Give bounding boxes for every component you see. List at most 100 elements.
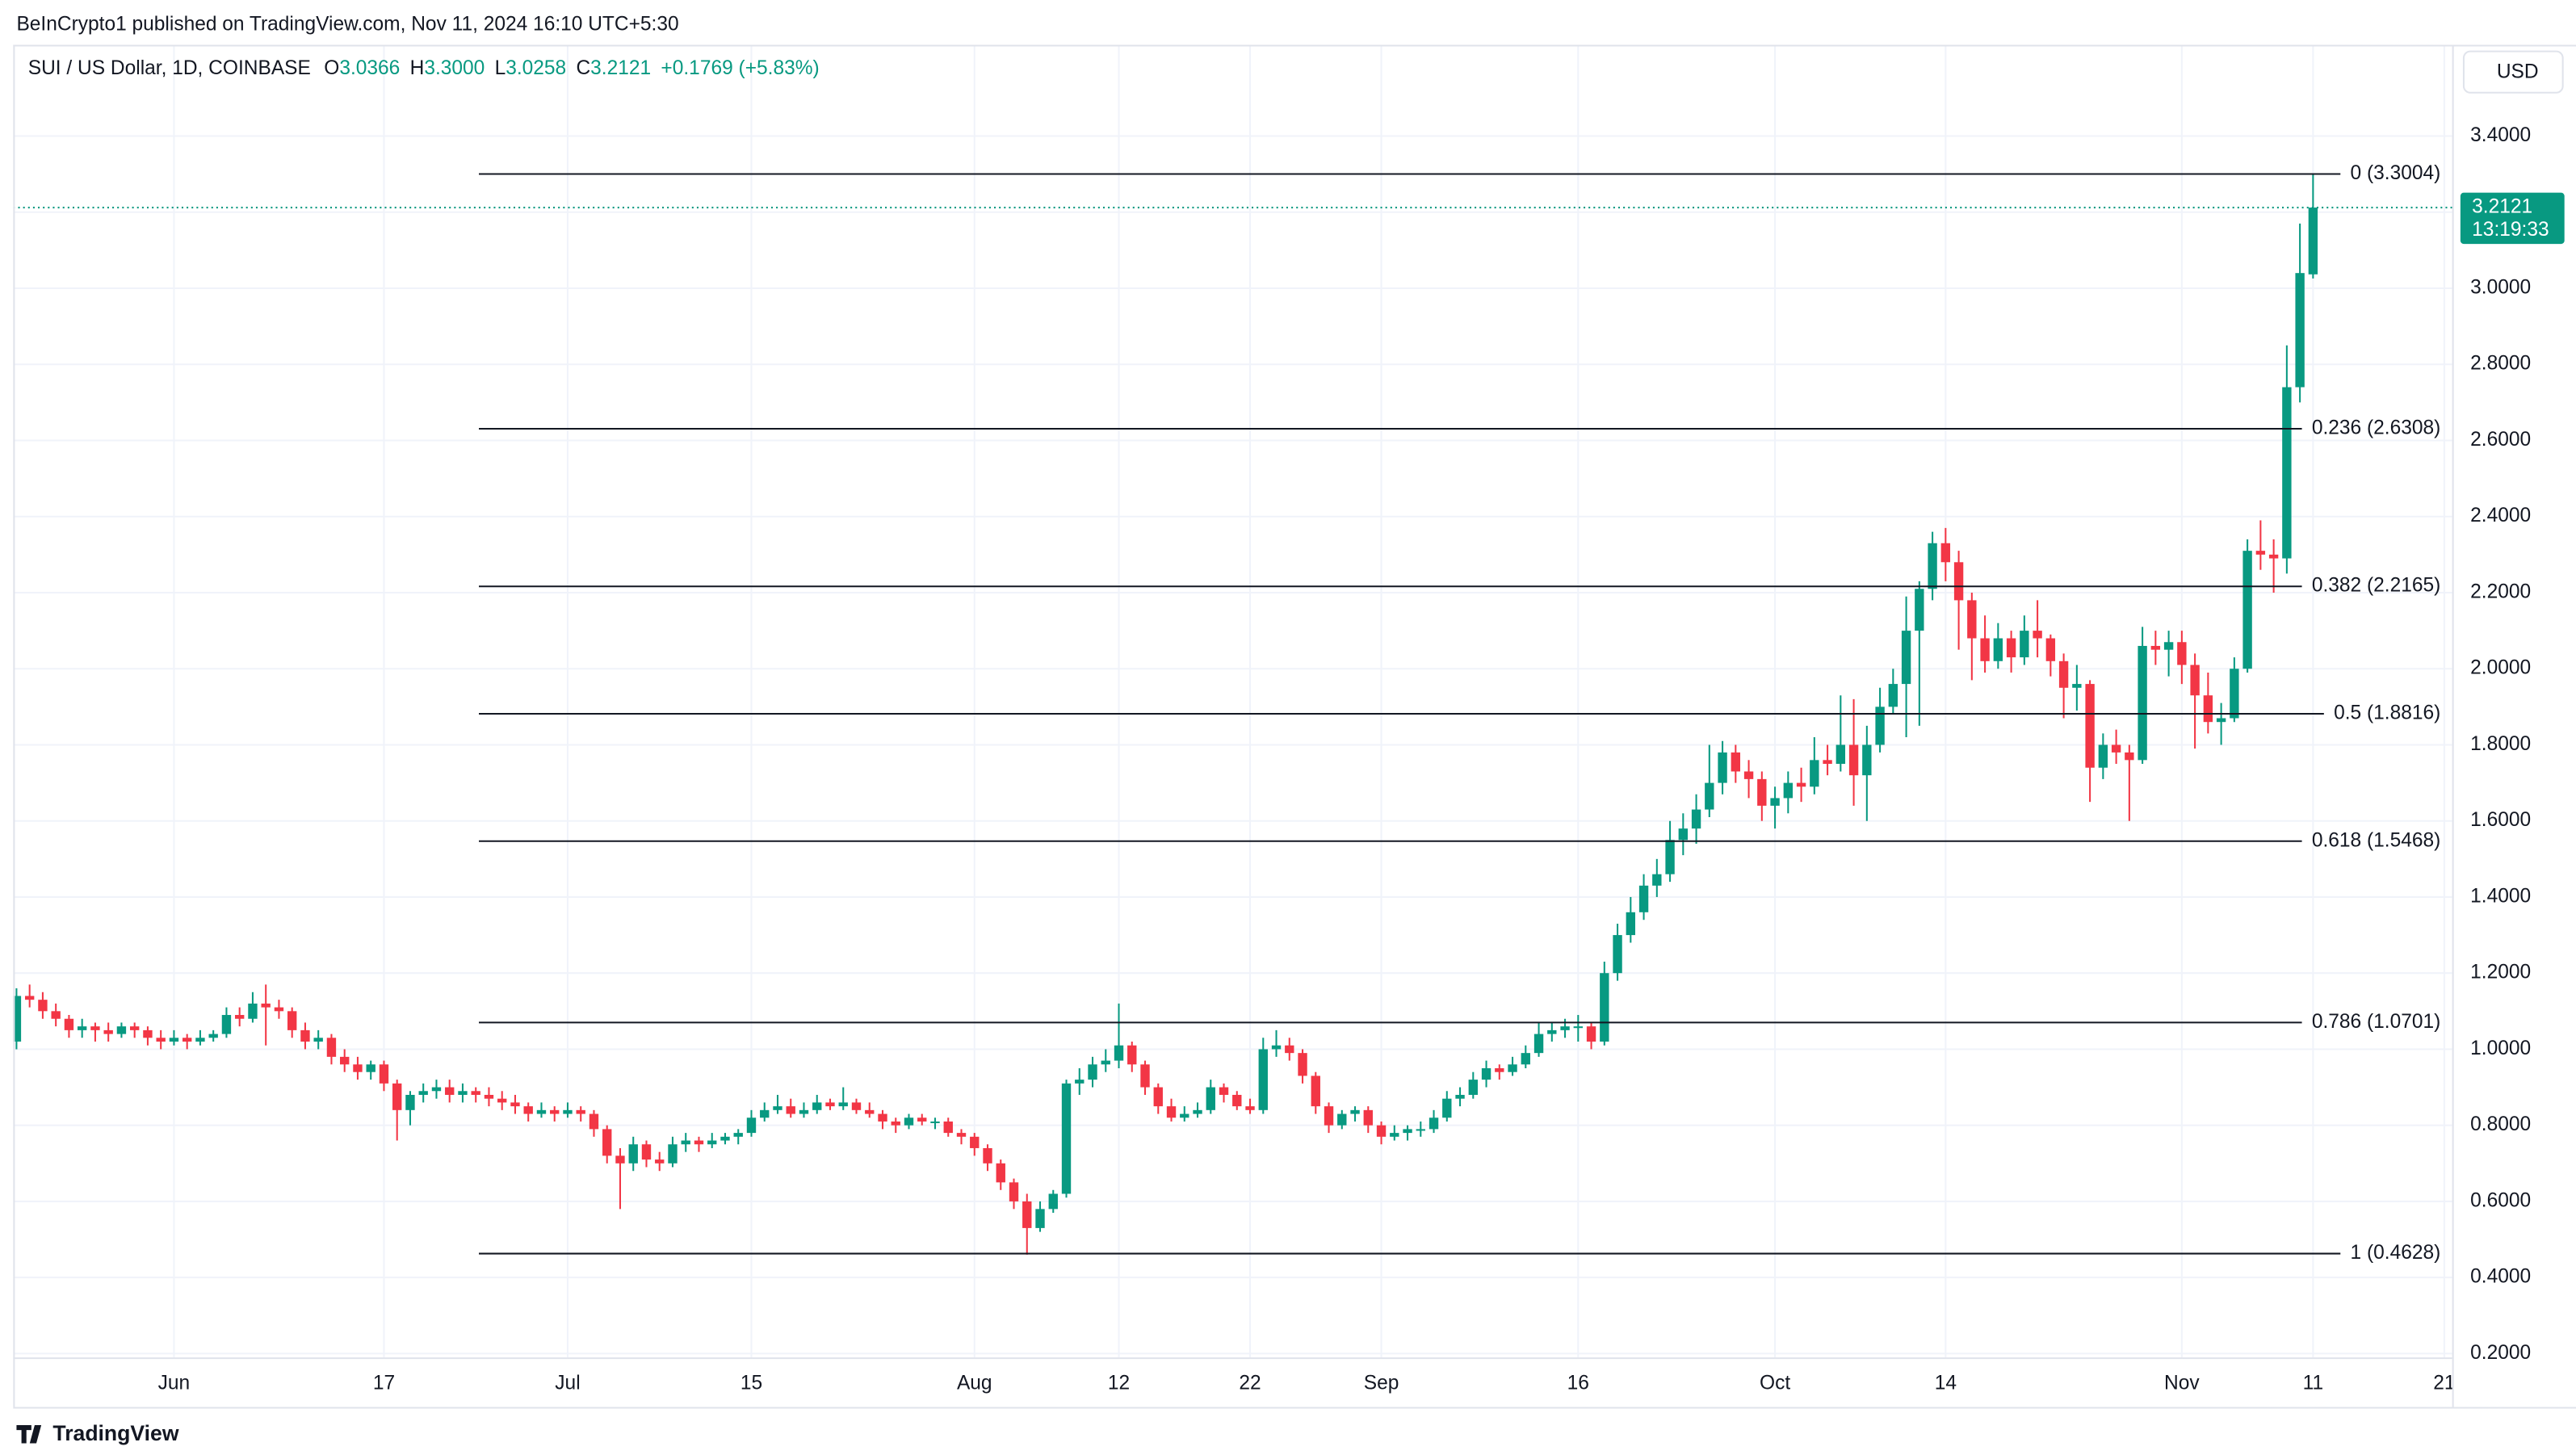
currency-button[interactable]: [2462, 50, 2564, 94]
x-tick-label: 21: [2433, 1372, 2455, 1394]
candle-body: [156, 1038, 166, 1042]
candle-body: [90, 1026, 100, 1030]
candle-body: [1245, 1106, 1255, 1110]
candle-body: [681, 1140, 690, 1145]
candle-body: [589, 1113, 599, 1130]
candle-body: [563, 1109, 573, 1114]
fib-label: 0 (3.3004): [2351, 162, 2441, 184]
candle-body: [1743, 771, 1754, 779]
candle-body: [1626, 912, 1636, 936]
candle-body: [300, 1029, 310, 1042]
candle-body: [169, 1038, 179, 1042]
candle-body: [1153, 1087, 1163, 1107]
candle-body: [1862, 744, 1872, 776]
candle-body: [51, 1011, 61, 1019]
candle-body: [851, 1102, 862, 1110]
candle-body: [1140, 1064, 1150, 1088]
candle-body: [103, 1029, 113, 1034]
candle-body: [1495, 1067, 1504, 1072]
candle-body: [1416, 1129, 1425, 1131]
candle-body: [313, 1038, 323, 1042]
candle-body: [1665, 840, 1675, 874]
logo-shape: [16, 1424, 42, 1444]
candle-body: [2190, 665, 2200, 696]
candle-body: [2255, 551, 2266, 555]
candle-body: [1783, 782, 1794, 799]
candle-body: [1586, 1026, 1596, 1042]
candle-body: [116, 1026, 127, 1034]
candle-body: [405, 1094, 415, 1110]
x-tick-label: 16: [1567, 1372, 1589, 1394]
candle-body: [340, 1056, 350, 1065]
candle-body: [1928, 543, 1937, 589]
candle-body: [1533, 1034, 1544, 1054]
candle-body: [1613, 935, 1622, 974]
candle-body: [1915, 589, 1924, 631]
candle-body: [1796, 782, 1806, 787]
price-tag: [2460, 192, 2565, 245]
y-tick-label: 2.4000: [2470, 505, 2531, 526]
candle-body: [1337, 1113, 1347, 1126]
candle-body: [2072, 684, 2082, 688]
candle-body: [2045, 638, 2056, 661]
candle-body: [1757, 778, 1767, 806]
candle-body: [655, 1159, 665, 1164]
candle-body: [1901, 631, 1911, 685]
y-tick-label: 3.4000: [2470, 124, 2531, 146]
candle-body: [38, 1000, 48, 1012]
ohlc-value: 3.0366: [339, 58, 400, 80]
candle-body: [1810, 760, 1819, 787]
candle-body: [1232, 1094, 1242, 1107]
candle-body: [878, 1113, 887, 1122]
candle-body: [1705, 782, 1714, 810]
candle-body: [1127, 1045, 1137, 1065]
candle-body: [1403, 1129, 1412, 1134]
y-tick-label: 1.2000: [2470, 962, 2531, 983]
candle-body: [628, 1144, 638, 1164]
candle-body: [392, 1083, 402, 1110]
candle-body: [641, 1144, 652, 1160]
candle-body: [1075, 1080, 1085, 1084]
candle-body: [1691, 809, 1701, 829]
candle-body: [773, 1106, 782, 1110]
candle-body: [786, 1106, 795, 1114]
candle-body: [720, 1136, 730, 1141]
candle-body: [458, 1091, 468, 1095]
countdown: 13:19:33: [2472, 219, 2549, 241]
published-note: BeInCrypto1 published on TradingView.com…: [16, 13, 678, 35]
candle-body: [983, 1147, 992, 1164]
symbol-line: SUI / US Dollar, 1D, COINBASE O3.0366 H3.3…: [28, 58, 820, 80]
candle-body: [2033, 631, 2042, 639]
candle-body: [248, 1003, 258, 1019]
candle-body: [1180, 1113, 1189, 1118]
price-axis-panel: [2452, 44, 2575, 1409]
fib-label: 1 (0.4628): [2351, 1242, 2441, 1264]
candle-body: [746, 1117, 757, 1134]
candle-body: [1718, 752, 1727, 783]
candle-body: [1363, 1109, 1373, 1126]
candle-body: [1521, 1053, 1530, 1065]
candle-body: [129, 1026, 140, 1030]
candle-body: [431, 1087, 442, 1092]
candle-body: [917, 1117, 927, 1122]
currency[interactable]: USD: [2497, 61, 2539, 83]
candle-body: [1481, 1067, 1491, 1080]
candle-body: [799, 1109, 809, 1114]
candle-body: [733, 1133, 743, 1137]
candle-body: [1193, 1109, 1202, 1114]
x-tick-label: 15: [740, 1372, 762, 1394]
y-tick-label: 1.0000: [2470, 1038, 2531, 1059]
grid: [13, 44, 2452, 1358]
candle-body: [1468, 1080, 1478, 1095]
candle-body: [2085, 684, 2095, 768]
candle-body: [812, 1102, 822, 1110]
fib-label: 0.236 (2.6308): [2312, 417, 2440, 438]
y-tick-label: 1.6000: [2470, 809, 2531, 831]
candle-body: [182, 1038, 192, 1042]
candle-body: [1009, 1182, 1019, 1201]
x-tick-label: Jun: [158, 1372, 191, 1394]
candle-body: [1770, 798, 1780, 806]
candle-body: [24, 996, 35, 1000]
